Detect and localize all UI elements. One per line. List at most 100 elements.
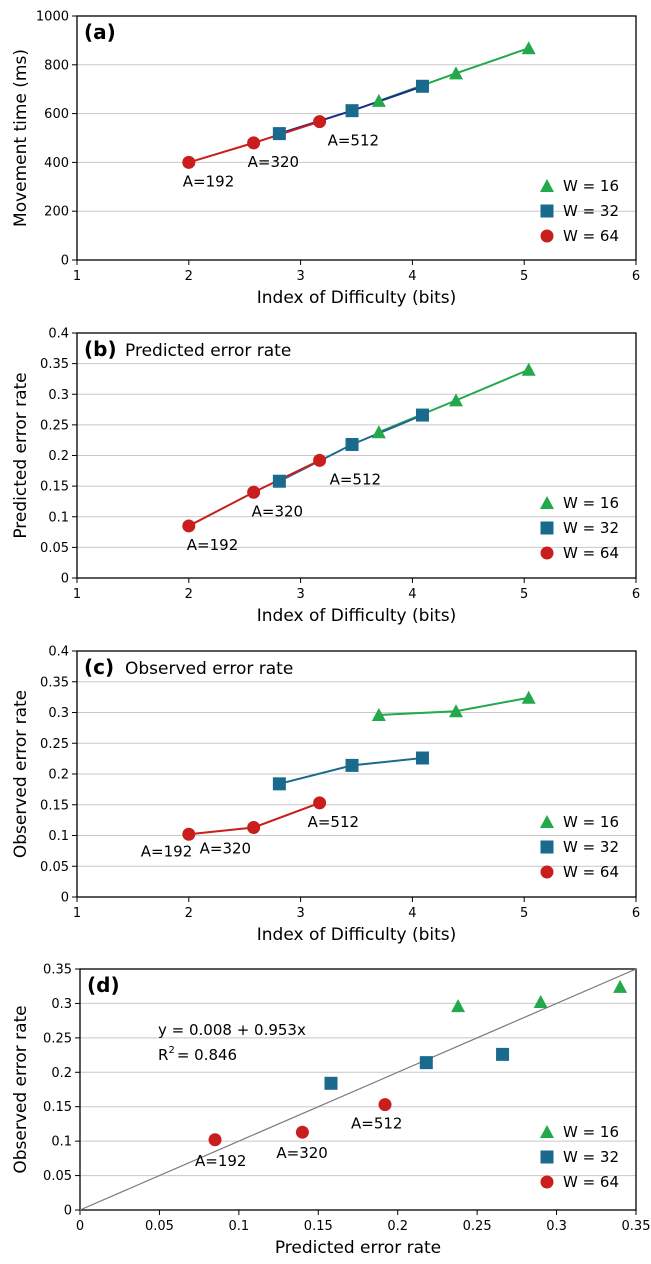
y-tick-label: 0.05 xyxy=(43,1169,72,1184)
x-tick-label: 6 xyxy=(632,269,640,284)
x-tick-label: 0 xyxy=(76,1219,84,1234)
data-point-w16 xyxy=(449,393,464,407)
x-tick-label: 4 xyxy=(408,906,416,921)
legend-label: W = 32 xyxy=(563,519,619,537)
x-tick-label: 0.35 xyxy=(622,1219,651,1234)
chart-panel-2: 0 0.05 0.1 0.15 0.2 0.25 0.3 0.35 0.4 1 2 3 4 5 6 Index… xyxy=(11,327,640,627)
legend-label: W = 32 xyxy=(563,202,619,220)
legend-label: W = 64 xyxy=(563,863,619,881)
legend-marker-w16 xyxy=(540,815,554,828)
x-tick-label: 0.3 xyxy=(546,1219,567,1234)
x-tick-label: 0.25 xyxy=(463,1219,492,1234)
data-point-w16 xyxy=(371,425,386,439)
legend-label: W = 64 xyxy=(563,544,619,562)
y-tick-label: 0 xyxy=(61,891,69,906)
data-point-w32 xyxy=(272,127,286,141)
data-point-w32 xyxy=(415,79,429,93)
x-tick-label: 1 xyxy=(73,587,81,602)
y-tick-label: 1000 xyxy=(36,10,69,25)
x-tick-label: 5 xyxy=(520,269,528,284)
x-tick-label: 2 xyxy=(185,269,193,284)
data-point-w32 xyxy=(415,408,429,422)
y-axis-label: Movement time (ms) xyxy=(11,49,31,227)
plot-frame xyxy=(76,15,637,261)
x-tick-label: 5 xyxy=(520,906,528,921)
data-point-w64 xyxy=(208,1133,222,1147)
panel-letter: (d) xyxy=(87,973,120,997)
point-annotation: A=512 xyxy=(328,132,379,150)
data-point-w16 xyxy=(533,995,548,1009)
legend-label: W = 64 xyxy=(563,1173,619,1191)
legend-label: W = 16 xyxy=(563,813,619,831)
y-axis-label: Observed error rate xyxy=(11,690,31,858)
r-squared-superscript: 2 xyxy=(168,1045,174,1056)
data-point-w16 xyxy=(451,999,466,1013)
panel-letter: (a) xyxy=(84,20,116,44)
panel-title: Observed error rate xyxy=(125,659,293,679)
y-tick-label: 0.3 xyxy=(48,388,69,403)
x-tick-label: 0.1 xyxy=(229,1219,250,1234)
y-tick-label: 0.4 xyxy=(48,327,69,342)
data-point-w64 xyxy=(247,821,261,835)
data-point-w32 xyxy=(345,104,359,118)
legend-label: W = 16 xyxy=(563,494,619,512)
data-point-w64 xyxy=(182,519,196,533)
data-point-w64 xyxy=(247,485,261,499)
y-tick-label: 0.15 xyxy=(40,798,69,813)
data-point-w16 xyxy=(521,41,536,55)
r-squared-symbol: R xyxy=(158,1046,168,1064)
y-tick-label: 0 xyxy=(64,1204,72,1219)
y-tick-label: 600 xyxy=(44,107,69,122)
y-tick-label: 0.35 xyxy=(40,357,69,372)
x-tick-label: 3 xyxy=(296,587,304,602)
x-tick-label: 3 xyxy=(296,269,304,284)
data-point-w16 xyxy=(521,362,536,376)
point-annotation: A=320 xyxy=(200,840,251,858)
data-point-w16 xyxy=(521,690,536,704)
data-point-w32 xyxy=(415,751,429,765)
data-point-w32 xyxy=(419,1056,433,1070)
y-tick-label: 200 xyxy=(44,205,69,220)
plot-frame xyxy=(79,968,637,1211)
point-annotation: A=320 xyxy=(252,502,303,520)
r-squared-label: R2 = 0.846 xyxy=(158,1045,237,1064)
y-tick-label: 0.1 xyxy=(48,829,69,844)
point-annotation: A=512 xyxy=(351,1115,402,1133)
y-tick-label: 0.3 xyxy=(51,997,72,1012)
x-tick-label: 2 xyxy=(185,906,193,921)
data-point-w16 xyxy=(613,979,628,993)
x-tick-label: 0.05 xyxy=(145,1219,174,1234)
data-point-w32 xyxy=(496,1047,510,1061)
data-point-w64 xyxy=(247,136,261,150)
plot-frame xyxy=(76,332,637,579)
legend-marker-w32 xyxy=(540,840,554,854)
legend-marker-w16 xyxy=(540,1125,554,1138)
y-tick-label: 0.3 xyxy=(48,706,69,721)
data-point-w32 xyxy=(272,777,286,791)
y-tick-label: 400 xyxy=(44,156,69,171)
point-annotation: A=512 xyxy=(308,813,359,831)
legend-label: W = 16 xyxy=(563,177,619,195)
data-point-w16 xyxy=(449,704,464,718)
data-point-w16 xyxy=(449,66,464,80)
legend-marker-w64 xyxy=(540,1175,554,1189)
x-axis-label: Index of Difficulty (bits) xyxy=(257,288,457,308)
data-point-w32 xyxy=(345,758,359,772)
x-tick-label: 1 xyxy=(73,906,81,921)
y-tick-label: 0.15 xyxy=(40,480,69,495)
legend-marker-w32 xyxy=(540,1150,554,1164)
plot-frame xyxy=(76,650,637,898)
point-annotation: A=320 xyxy=(248,153,299,171)
legend-marker-w16 xyxy=(540,179,554,192)
panel-letter: (c) xyxy=(84,655,114,679)
y-tick-label: 0.4 xyxy=(48,645,69,660)
point-annotation: A=192 xyxy=(141,842,192,860)
y-tick-label: 0.15 xyxy=(43,1100,72,1115)
y-axis-label: Predicted error rate xyxy=(11,372,31,538)
x-tick-label: 3 xyxy=(296,906,304,921)
data-point-w64 xyxy=(295,1125,309,1139)
y-tick-label: 0 xyxy=(61,254,69,269)
point-annotation: A=320 xyxy=(276,1144,327,1162)
x-tick-label: 6 xyxy=(632,587,640,602)
